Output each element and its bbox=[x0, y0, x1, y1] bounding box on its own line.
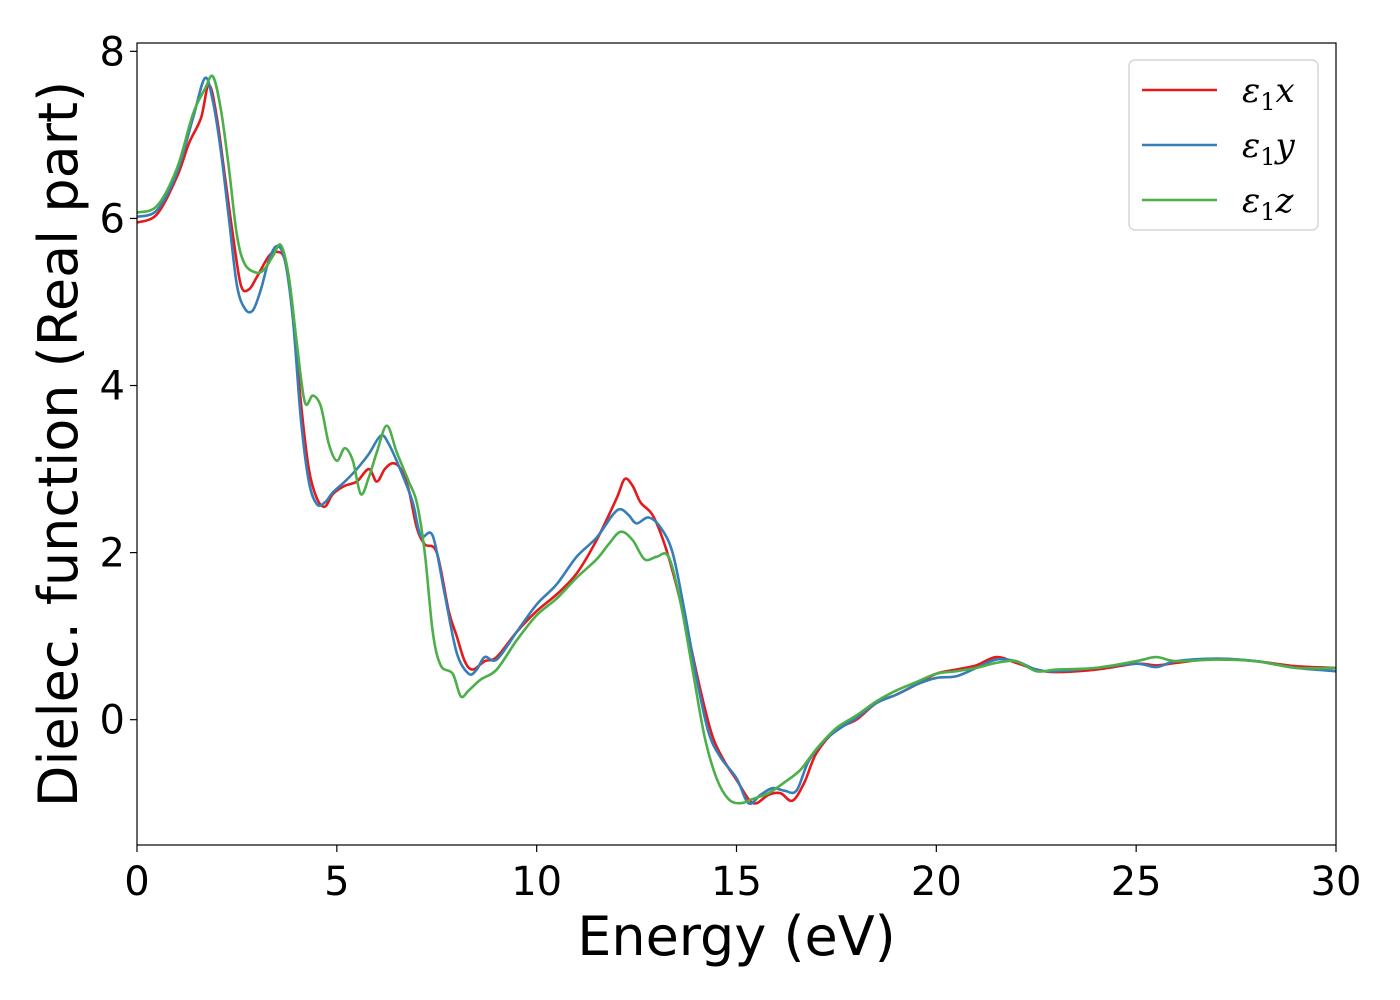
legend-label: ε1z bbox=[1242, 181, 1295, 226]
x-tick-label: 30 bbox=[1311, 859, 1362, 905]
legend-label: ε1y bbox=[1242, 126, 1296, 171]
y-tick-label: 2 bbox=[100, 531, 125, 577]
series-line-z bbox=[137, 74, 1336, 805]
series-layer bbox=[137, 74, 1336, 806]
y-tick-label: 4 bbox=[100, 364, 125, 410]
y-tick-label: 8 bbox=[100, 29, 125, 75]
y-axis-title: Dielec. function (Real part) bbox=[27, 81, 90, 807]
y-tick-label: 0 bbox=[100, 698, 125, 744]
legend-label: ε1x bbox=[1242, 71, 1295, 116]
axis-layer: 0 5 10 15 20 25 30 0 2 4 6 8 bbox=[100, 29, 1362, 905]
legend: ε1x ε1y ε1z bbox=[1128, 59, 1319, 231]
x-tick-label: 25 bbox=[1111, 859, 1162, 905]
y-tick-label: 6 bbox=[100, 196, 125, 242]
legend-box bbox=[1128, 59, 1319, 231]
x-tick-label: 15 bbox=[711, 859, 762, 905]
x-tick-label: 20 bbox=[911, 859, 962, 905]
x-tick-label: 5 bbox=[324, 859, 349, 905]
x-axis-title: Energy (eV) bbox=[577, 905, 896, 968]
x-tick-label: 0 bbox=[124, 859, 149, 905]
x-tick-label: 10 bbox=[511, 859, 562, 905]
